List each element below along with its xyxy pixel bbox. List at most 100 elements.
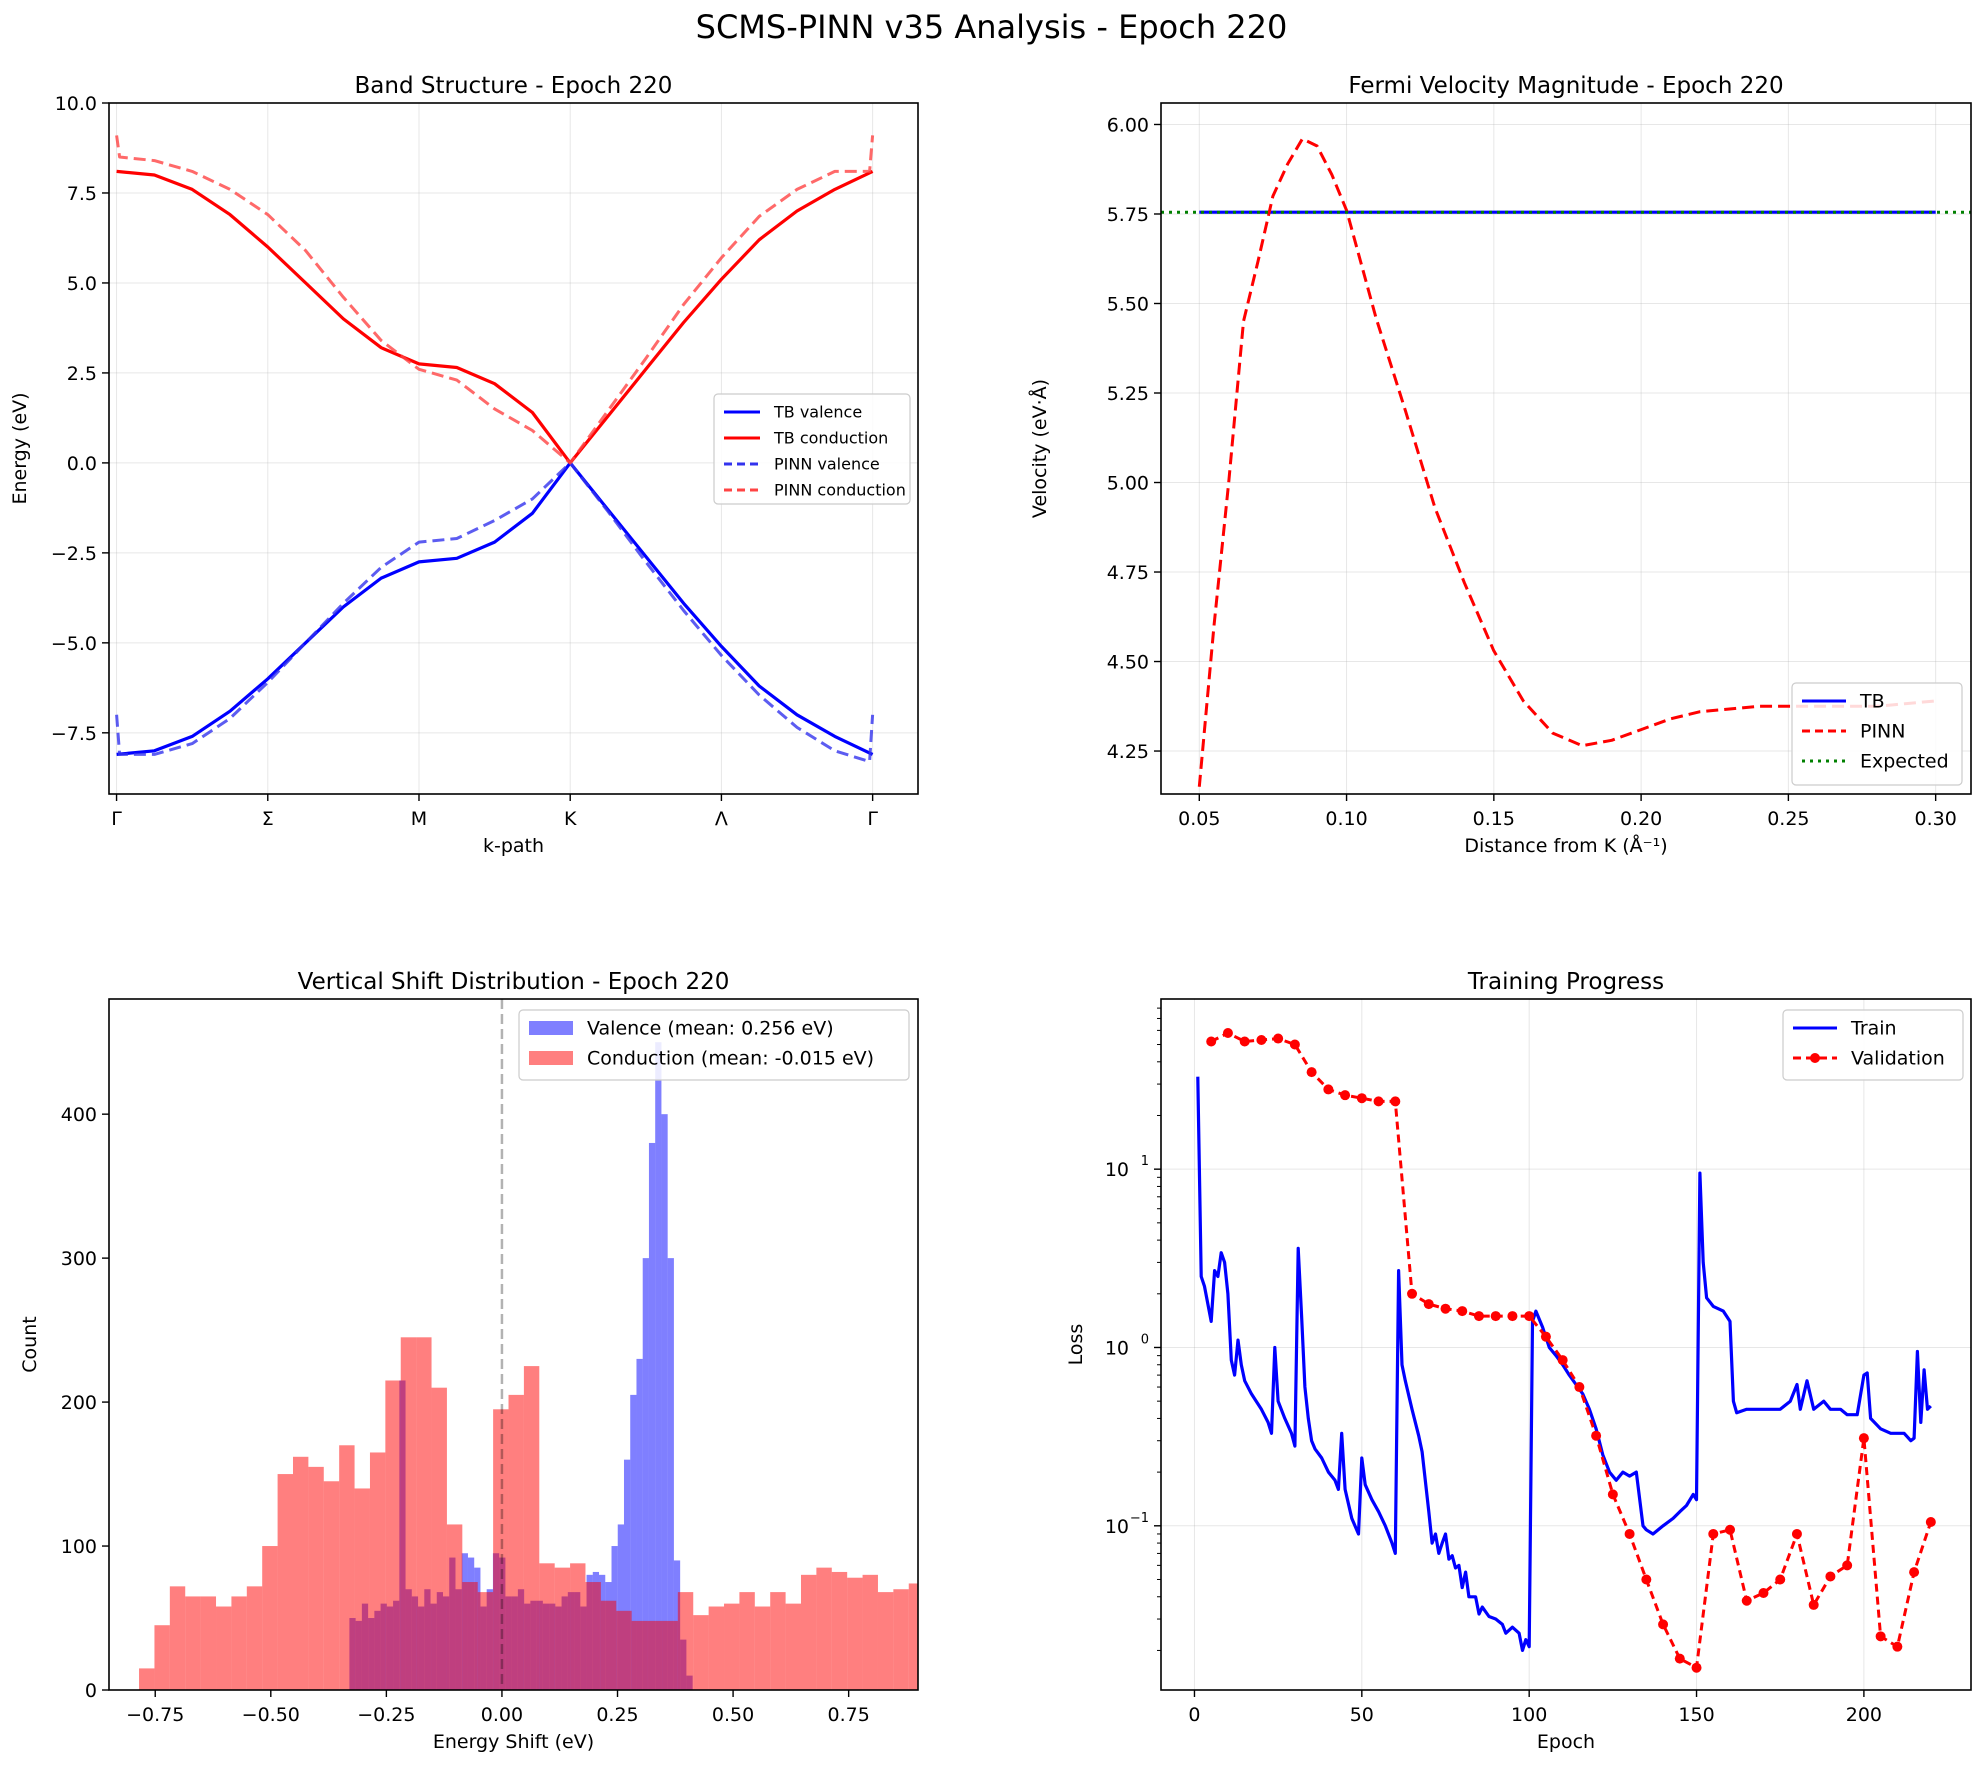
validation-marker bbox=[1758, 1587, 1769, 1598]
x-tick-label: 50 bbox=[1350, 1704, 1374, 1726]
validation-marker bbox=[1591, 1430, 1602, 1441]
legend-label: Validation bbox=[1851, 1048, 1945, 1070]
y-tick-label: 5.50 bbox=[1107, 293, 1149, 315]
x-axis-label: Distance from K (Å⁻¹) bbox=[1464, 834, 1667, 857]
histogram-bar-conduction bbox=[570, 1563, 586, 1690]
validation-marker bbox=[1875, 1631, 1886, 1642]
legend-swatch bbox=[529, 1051, 573, 1065]
histogram-bar-conduction bbox=[539, 1563, 555, 1690]
validation-marker bbox=[1440, 1303, 1451, 1314]
histogram-bar-conduction bbox=[231, 1596, 247, 1690]
chart-panel-1: Γ Σ M K Λ Γ 10.0 7.5 5.0 2.5 0.0 −2.5 −5.0 −7.5 Band S… bbox=[9, 73, 919, 857]
histogram-bar-conduction bbox=[154, 1625, 170, 1690]
series-line-pinn-valence bbox=[115, 461, 875, 764]
validation-marker bbox=[1490, 1311, 1501, 1322]
y-tick-label: 5.75 bbox=[1107, 204, 1149, 226]
x-tick-label: 0.20 bbox=[1620, 808, 1662, 830]
histogram-bar-conduction bbox=[800, 1574, 817, 1690]
histogram-bar-conduction bbox=[139, 1668, 155, 1690]
validation-marker bbox=[1524, 1311, 1535, 1322]
histogram-bar-conduction bbox=[354, 1488, 370, 1690]
y-tick-label: 10 bbox=[1105, 1337, 1129, 1359]
y-axis-label: Energy (eV) bbox=[9, 392, 31, 504]
histogram-bar-valence bbox=[623, 1459, 631, 1690]
validation-marker bbox=[1222, 1028, 1233, 1039]
plot-data bbox=[139, 999, 985, 1690]
y-tick-label: −5.0 bbox=[51, 633, 97, 655]
chart-panel-3: −0.75 −0.50 −0.25 0.00 0.25 0.50 0.75 0 100 200 30… bbox=[19, 969, 985, 1753]
histogram-bar-conduction bbox=[693, 1615, 709, 1690]
plot-data bbox=[1161, 137, 1971, 787]
validation-marker bbox=[1457, 1306, 1468, 1317]
histogram-bar-valence bbox=[655, 1042, 662, 1690]
histogram-bar-valence bbox=[617, 1524, 624, 1690]
y-tick-label: 2.5 bbox=[67, 363, 97, 385]
histogram-bar-conduction bbox=[908, 1583, 918, 1690]
legend-box bbox=[713, 393, 911, 505]
x-tick-label: −0.50 bbox=[242, 1704, 300, 1726]
validation-marker bbox=[1323, 1084, 1334, 1095]
validation-marker bbox=[1725, 1524, 1736, 1535]
x-tick-label: 0.15 bbox=[1473, 808, 1515, 830]
validation-marker bbox=[1289, 1039, 1300, 1050]
x-tick-label: Γ bbox=[867, 808, 878, 830]
validation-marker bbox=[1624, 1528, 1635, 1539]
histogram-bar-conduction bbox=[493, 1409, 509, 1690]
x-tick-label: 0.25 bbox=[1767, 808, 1809, 830]
histogram-bar-conduction bbox=[924, 1582, 939, 1690]
histogram-bar-conduction bbox=[446, 1524, 463, 1690]
x-axis-label: k-path bbox=[483, 835, 544, 857]
legend: Train Validation bbox=[1782, 1009, 1964, 1081]
histogram-bar-conduction bbox=[970, 1517, 985, 1690]
x-tick-label: 0.30 bbox=[1914, 808, 1956, 830]
series-line-train bbox=[1196, 1076, 1932, 1652]
validation-marker bbox=[1206, 1036, 1217, 1047]
legend-label: PINN valence bbox=[774, 455, 880, 474]
chart-panel-2: 0.05 0.10 0.15 0.20 0.25 0.30 4.25 4.50 4.75 5.00… bbox=[1028, 73, 1972, 857]
legend: TB valence TB conduction PINN valence PINN … bbox=[713, 393, 911, 505]
y-tick-label: 5.25 bbox=[1107, 383, 1149, 405]
validation-marker bbox=[1925, 1517, 1936, 1528]
histogram-bar-valence bbox=[636, 1358, 643, 1690]
legend-box bbox=[518, 1009, 910, 1081]
histogram-bar-conduction bbox=[277, 1474, 293, 1690]
histogram-bar-valence bbox=[648, 1142, 656, 1690]
x-tick-label: M bbox=[411, 808, 427, 830]
histogram-bar-conduction bbox=[185, 1596, 201, 1690]
validation-marker bbox=[1256, 1035, 1267, 1046]
histogram-bar-conduction bbox=[816, 1567, 832, 1690]
histogram-bar-conduction bbox=[216, 1606, 232, 1690]
legend-marker bbox=[1810, 1053, 1820, 1063]
series-line-tb-valence bbox=[116, 461, 874, 756]
x-axis-label: Epoch bbox=[1537, 1731, 1595, 1753]
validation-marker bbox=[1858, 1433, 1869, 1444]
validation-marker bbox=[1842, 1560, 1853, 1571]
validation-marker bbox=[1708, 1528, 1719, 1539]
histogram-bar-conduction bbox=[416, 1337, 432, 1690]
histogram-bar-valence bbox=[661, 1114, 668, 1690]
validation-marker bbox=[1674, 1653, 1685, 1664]
validation-marker bbox=[1909, 1567, 1920, 1578]
x-tick-label: 0.75 bbox=[828, 1704, 870, 1726]
legend-label: TB conduction bbox=[773, 429, 888, 448]
legend-label: TB valence bbox=[773, 403, 862, 422]
y-axis-label: Count bbox=[19, 1316, 41, 1372]
validation-marker bbox=[1641, 1574, 1652, 1585]
histogram-bar-conduction bbox=[431, 1387, 447, 1690]
legend: Valence (mean: 0.256 eV) Conduction (mean… bbox=[518, 1009, 910, 1081]
validation-marker bbox=[1273, 1033, 1284, 1044]
histogram-bar-conduction bbox=[955, 1575, 970, 1690]
legend: TB PINN Expected bbox=[1791, 682, 1963, 786]
histogram-bar-conduction bbox=[708, 1606, 725, 1690]
validation-marker bbox=[1373, 1096, 1384, 1107]
histogram-bar-conduction bbox=[339, 1445, 355, 1690]
validation-marker bbox=[1607, 1489, 1618, 1500]
validation-marker bbox=[1390, 1096, 1401, 1107]
validation-marker bbox=[1775, 1574, 1786, 1585]
y-tick-label: 5.0 bbox=[67, 273, 97, 295]
validation-marker bbox=[1356, 1093, 1367, 1104]
histogram-bar-conduction bbox=[893, 1589, 909, 1690]
chart-title: Vertical Shift Distribution - Epoch 220 bbox=[298, 969, 730, 995]
y-tick-label: 4.50 bbox=[1107, 652, 1149, 674]
